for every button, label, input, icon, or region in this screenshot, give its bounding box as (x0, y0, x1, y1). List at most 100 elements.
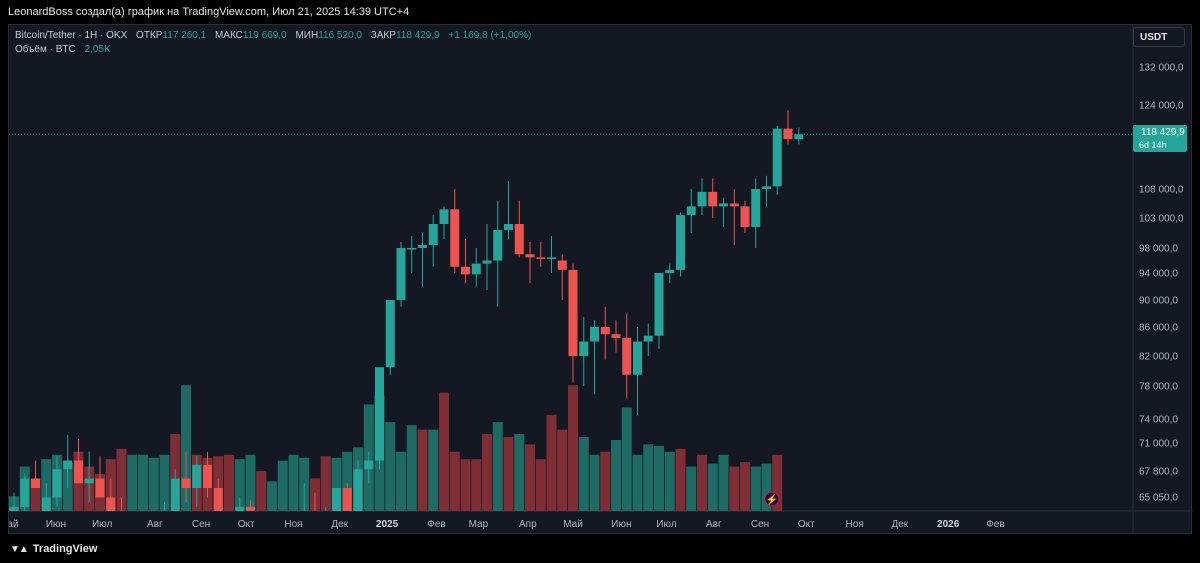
bar-countdown: 6d 14h (1139, 140, 1167, 150)
candle-body (751, 189, 761, 227)
volume-bar (288, 454, 299, 511)
candle-body (84, 478, 94, 484)
volume-bar (449, 451, 460, 511)
volume-bar (503, 437, 514, 511)
candle-body (600, 327, 610, 335)
volume-bar (697, 454, 707, 511)
candlestick-chart[interactable]: 132 000,0 124 000,0 108 000,0 103 000,0 98 0… (9, 25, 1193, 535)
candle-body (482, 260, 492, 264)
volume-bar (256, 471, 267, 511)
price-tick-label: 86 000,0 (1139, 323, 1178, 334)
volume-bar (707, 463, 718, 511)
candle-body (676, 215, 685, 270)
volume-label: Объём · BTC (15, 44, 76, 55)
candle-body (41, 497, 51, 511)
volume-bar (159, 454, 170, 511)
candle-body (461, 266, 470, 275)
volume-bar (546, 414, 557, 511)
volume-bar (342, 451, 353, 511)
volume-bar (621, 407, 632, 511)
candle-body (450, 209, 460, 267)
candle-body (235, 506, 245, 511)
volume-bar (643, 444, 654, 511)
legend-change: +1 169,8 (+1,00%) (448, 30, 532, 41)
candle-body (203, 464, 212, 489)
volume-bar (30, 478, 41, 511)
candle-body (504, 224, 513, 230)
volume-bar (385, 422, 396, 511)
candle-body (31, 478, 40, 489)
legend-high-label: МАКС (214, 30, 243, 41)
volume-bar (127, 454, 138, 511)
volume-bar (589, 454, 600, 511)
candle-body (708, 191, 718, 207)
candle-body (52, 469, 62, 498)
volume-bar (492, 422, 503, 511)
candle-body (719, 203, 728, 207)
volume-bar (138, 454, 148, 511)
candle-body (375, 367, 384, 461)
time-tick-label: Ноя (846, 519, 864, 530)
candle-body (643, 335, 653, 342)
price-tick-label: 82 000,0 (1139, 352, 1178, 363)
legend-low-label: МИН (295, 30, 319, 41)
candle-body (332, 488, 341, 511)
candle-body (633, 341, 642, 375)
time-tick-label: Фев (427, 519, 445, 530)
volume-bar (471, 459, 482, 511)
time-tick-label: Мар (469, 519, 489, 530)
legend-open-label: ОТКР (136, 30, 163, 41)
candle-body (9, 506, 19, 511)
candle-body (740, 206, 750, 227)
candle-body (514, 224, 524, 255)
volume-bar (654, 445, 664, 511)
candle-body (396, 248, 406, 300)
volume-bar (686, 466, 697, 511)
candle-body (611, 334, 621, 338)
volume-bar (396, 451, 406, 511)
candle-body (181, 478, 191, 489)
footer: ▼▲ TradingView (0, 534, 1200, 563)
legend-close-value: 118 429,9 (395, 30, 440, 41)
candle-body (772, 128, 782, 187)
candle-body (579, 341, 589, 356)
volume-bar (750, 466, 761, 511)
volume-bar (148, 457, 159, 511)
candle-body (246, 506, 255, 511)
time-tick-label: Июн (611, 519, 631, 530)
candle-body (471, 263, 481, 275)
time-tick-label: Дек (331, 519, 348, 530)
volume-bar (525, 444, 535, 511)
tradingview-logo[interactable]: ▼▲ TradingView (10, 543, 97, 555)
chart-frame[interactable]: 132 000,0 124 000,0 108 000,0 103 000,0 98 0… (8, 24, 1193, 535)
last-price-tag: 118 429,9 6d 14h (1133, 125, 1187, 152)
candle-body (557, 260, 567, 270)
time-tick-label: Май (9, 519, 18, 530)
volume-bar (406, 425, 417, 511)
tradingview-logo-icon: ▼▲ (10, 544, 29, 555)
time-tick-label: 2025 (376, 519, 399, 530)
candle-body (342, 488, 352, 511)
legend-close-label: ЗАКР (370, 30, 396, 41)
candle-body (407, 248, 417, 250)
last-price-value: 118 429,9 (1141, 127, 1185, 138)
volume-bar (224, 454, 234, 511)
volume-bar (331, 457, 342, 511)
lightning-icon: ⚡ (766, 493, 778, 506)
chart-caption: LeonardBoss создал(а) график на TradingV… (8, 6, 410, 18)
volume-bar (664, 451, 675, 511)
volume-bar (557, 429, 568, 511)
time-tick-label: Апр (519, 519, 537, 530)
time-tick-label: Окт (238, 519, 255, 530)
candle-body (622, 337, 632, 375)
time-tick-label: 2026 (937, 519, 960, 530)
candle-body (63, 460, 73, 470)
tradingview-brand: TradingView (32, 543, 98, 555)
candle-body (364, 460, 374, 470)
candle-body (493, 230, 503, 261)
price-tick-label: 132 000,0 (1139, 63, 1184, 74)
candle-body (353, 469, 363, 511)
currency-button[interactable]: USDT (1133, 27, 1185, 47)
event-badge-icon (764, 491, 780, 507)
candle-body (654, 273, 664, 336)
